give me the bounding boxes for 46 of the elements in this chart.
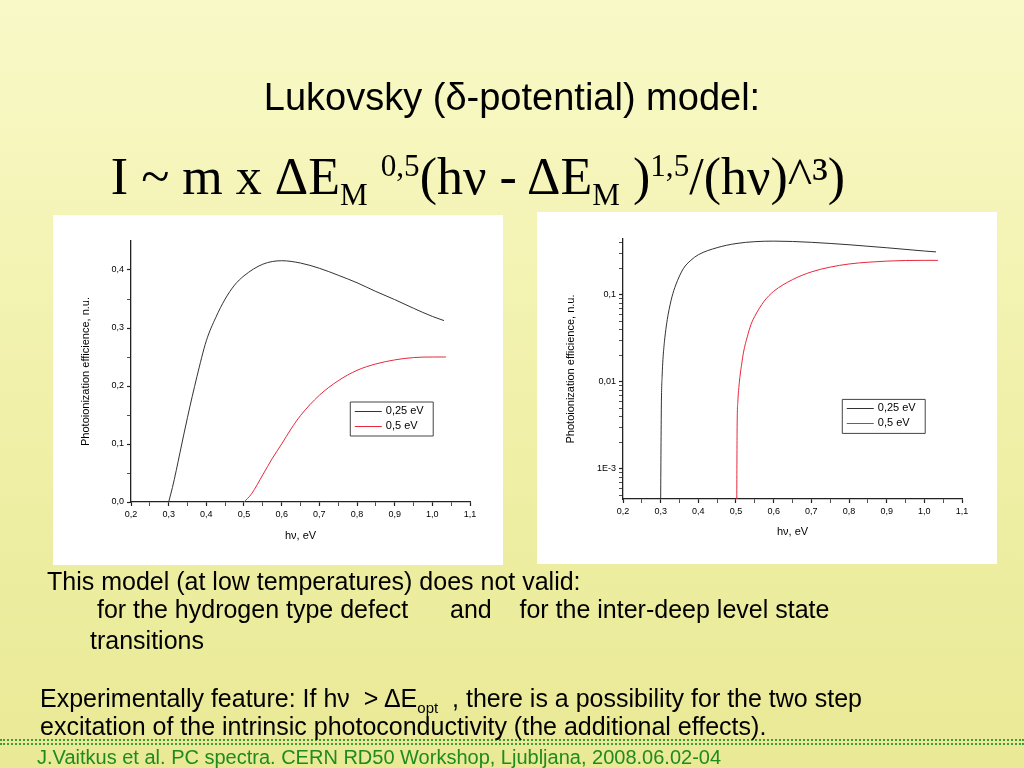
y-tick-label: 1E-3 xyxy=(596,463,616,474)
legend-label: 0,5 eV xyxy=(877,416,911,429)
y-tick-label: 0,01 xyxy=(598,376,616,387)
x-tick-label: 0,2 xyxy=(616,505,630,516)
text: for the hydrogen type defect and for the inter-deep level state transitions xyxy=(90,595,831,656)
y-tick-label: 0,0 xyxy=(111,496,124,507)
x-tick-label: 0,8 xyxy=(842,505,856,516)
x-tick-label: 0,3 xyxy=(654,505,667,516)
legend-label: 0,25 eV xyxy=(385,404,425,417)
line-series xyxy=(660,240,937,499)
x-tick-label: 0,8 xyxy=(350,508,364,519)
text: J.Vaitkus et al. PC spectra. CERN RD50 Workshop, Ljubljana, 2008.06.02-04 xyxy=(37,746,723,768)
x-tick-label: 0,6 xyxy=(275,508,288,519)
text: I ~ m x ΔE$_{M}$ $^{0,5}$(hν - ΔE$_{M}$ )$^{1,5}$/(hν)^³) xyxy=(109,146,847,213)
x-tick-label: 0,3 xyxy=(162,508,175,519)
x-axis-title: hν, eV xyxy=(284,529,317,542)
line-series xyxy=(243,356,447,502)
text: This model (at low temperatures) does not valid: xyxy=(47,566,582,596)
y-axis-title: Photoionization efficience, n.u. xyxy=(563,294,576,444)
y-tick-label: 0,1 xyxy=(603,289,616,300)
x-tick-label: 0,9 xyxy=(880,505,893,516)
x-tick-label: 1,0 xyxy=(426,508,439,519)
x-tick-label: 0,2 xyxy=(124,508,138,519)
x-axis-title: hν, eV xyxy=(776,525,809,538)
legend-label: 0,25 eV xyxy=(877,401,917,414)
x-tick-label: 0,4 xyxy=(200,508,213,519)
legend-label: 0,5 eV xyxy=(385,419,419,432)
x-tick-label: 0,5 xyxy=(729,505,743,516)
x-tick-label: 0,9 xyxy=(388,508,401,519)
x-tick-label: 1,0 xyxy=(918,505,931,516)
y-tick-label: 0,2 xyxy=(111,380,124,391)
line-series xyxy=(736,259,939,499)
y-axis-title: Photoionization efficience, n.u. xyxy=(78,296,91,447)
x-tick-label: 0,7 xyxy=(805,505,818,516)
line-series xyxy=(168,260,445,502)
y-tick-label: 0,4 xyxy=(111,264,124,275)
x-tick-label: 0,4 xyxy=(692,505,705,516)
x-tick-label: 0,7 xyxy=(313,508,326,519)
x-tick-label: 1,1 xyxy=(955,505,969,516)
y-tick-label: 0,3 xyxy=(111,322,124,333)
x-tick-label: 0,6 xyxy=(767,505,780,516)
text: Experimentally feature: If hν > ΔE$_{opt}$ , there is a possibility for the two step excitation of the intrinsic photoconductivity (the additional effects). xyxy=(40,684,863,740)
y-tick-label: 0,1 xyxy=(111,438,124,449)
text: Lukovsky (δ-potential) model: xyxy=(262,75,762,120)
x-tick-label: 1,1 xyxy=(463,508,477,519)
x-tick-label: 0,5 xyxy=(237,508,251,519)
